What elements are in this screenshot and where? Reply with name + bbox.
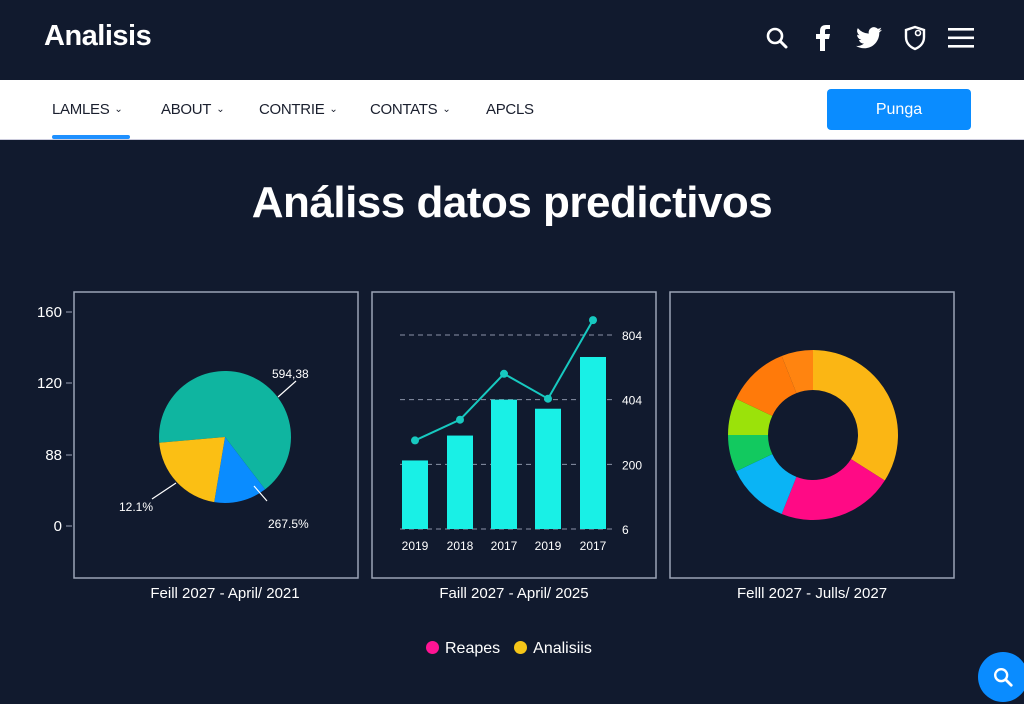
- y-tick-label: 804: [622, 329, 642, 343]
- legend-item-analisiis: Analisiis: [514, 640, 592, 658]
- donut-slice: [781, 350, 813, 394]
- trend-point: [544, 394, 552, 403]
- pie-slice: [214, 437, 266, 504]
- active-tab-indicator: [52, 135, 130, 139]
- y-tick-label: 200: [622, 458, 642, 472]
- chart-caption: Felll 2027 - Julls/ 2027: [737, 585, 887, 602]
- nav-label: LAMLES: [52, 101, 110, 118]
- bar: [491, 399, 517, 529]
- donut-slice: [781, 459, 885, 520]
- legend: Reapes Analisiis: [426, 640, 592, 658]
- logo[interactable]: Analisis: [44, 20, 152, 52]
- trend-point: [456, 415, 464, 424]
- x-tick-label: 2019: [535, 539, 562, 553]
- bar-chart-panel: Faill 2027 - April/ 2025 6 200 404 804 2019 2…: [371, 291, 657, 602]
- bar: [580, 356, 606, 529]
- trend-point: [411, 436, 419, 445]
- chart-caption: Feill 2027 - April/ 2021: [150, 585, 299, 602]
- donut-slice: [728, 398, 773, 435]
- menu-icon[interactable]: [948, 24, 974, 52]
- x-tick-label: 2018: [447, 539, 474, 553]
- pie-chart-panel: Feill 2027 - April/ 2021 160 120 88 0 594,38…: [37, 291, 359, 602]
- top-bar: Analisis: [0, 0, 1024, 80]
- donut-slice: [736, 454, 797, 515]
- trend-point: [589, 316, 597, 325]
- y-tick-label: 120: [37, 375, 62, 392]
- search-icon[interactable]: [764, 24, 790, 52]
- nav-label: APCLS: [486, 101, 534, 118]
- x-tick-label: 2017: [580, 539, 607, 553]
- chevron-down-icon: ⌄: [114, 104, 123, 115]
- chart-caption: Faill 2027 - April/ 2025: [439, 585, 588, 602]
- trend-point: [500, 369, 508, 378]
- donut-slice: [813, 350, 898, 481]
- bar: [447, 435, 473, 529]
- facebook-icon[interactable]: [810, 24, 836, 52]
- panel-border: [73, 291, 359, 579]
- nav-item-about[interactable]: ABOUT ⌄: [161, 101, 225, 118]
- bar: [402, 460, 428, 529]
- y-tick-label: 88: [45, 447, 62, 464]
- legend-label: Reapes: [445, 640, 501, 657]
- search-icon: [994, 668, 1013, 687]
- nav-label: CONTATS: [370, 101, 438, 118]
- floating-search-button[interactable]: [978, 652, 1024, 702]
- y-tick-label: 404: [622, 394, 642, 408]
- legend-item-reapes: Reapes: [426, 640, 500, 658]
- x-tick-label: 2019: [402, 539, 429, 553]
- nav-label: CONTRIE: [259, 101, 325, 118]
- panel-border: [669, 291, 955, 579]
- nav-item-apcls[interactable]: APCLS: [486, 101, 534, 118]
- slice-label: 12.1%: [119, 500, 153, 514]
- nav-label: ABOUT: [161, 101, 212, 118]
- panel-border: [371, 291, 657, 579]
- y-tick-label: 0: [54, 518, 62, 535]
- y-tick-label: 6: [622, 523, 629, 537]
- donut-chart-panel: Felll 2027 - Julls/ 2027: [669, 291, 955, 602]
- legend-dot: [426, 641, 439, 654]
- nav-item-contats[interactable]: CONTATS ⌄: [370, 101, 451, 118]
- pie-slice: [159, 437, 225, 503]
- nav-item-lamles[interactable]: LAMLES ⌄: [52, 101, 123, 118]
- slice-label: 594,38: [272, 367, 309, 381]
- label-leader: [277, 380, 297, 398]
- nav-item-contrie[interactable]: CONTRIE ⌄: [259, 101, 338, 118]
- shield-icon[interactable]: [902, 24, 928, 52]
- donut-slice: [728, 435, 773, 472]
- donut-slice: [736, 355, 797, 416]
- slice-label: 267.5%: [268, 517, 309, 531]
- label-leader: [253, 485, 268, 502]
- label-leader: [151, 482, 177, 500]
- chevron-down-icon: ⌄: [442, 104, 451, 115]
- page-title: Análiss datos predictivos: [251, 178, 773, 227]
- legend-label: Analisiis: [533, 640, 592, 657]
- legend-dot: [514, 641, 528, 654]
- punga-button[interactable]: Punga: [827, 89, 971, 130]
- bar: [535, 408, 561, 529]
- chevron-down-icon: ⌄: [329, 104, 338, 115]
- twitter-icon[interactable]: [856, 24, 882, 52]
- pie-slice: [158, 370, 291, 490]
- x-tick-label: 2017: [491, 539, 518, 553]
- y-tick-label: 160: [37, 304, 62, 321]
- chevron-down-icon: ⌄: [216, 104, 225, 115]
